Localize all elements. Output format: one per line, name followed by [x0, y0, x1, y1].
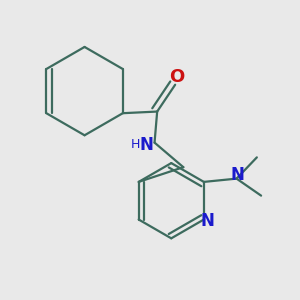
- Text: N: N: [231, 167, 244, 184]
- Text: N: N: [140, 136, 153, 154]
- Text: H: H: [131, 138, 140, 151]
- Text: O: O: [169, 68, 184, 85]
- Text: N: N: [201, 212, 215, 230]
